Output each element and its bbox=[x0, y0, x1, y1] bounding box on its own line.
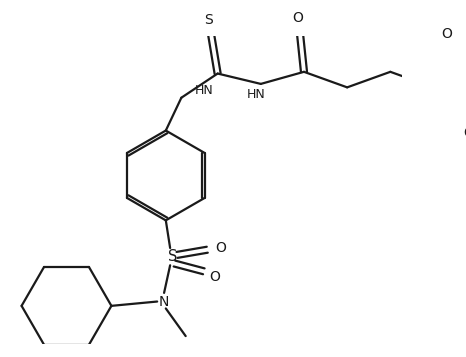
Text: O: O bbox=[293, 11, 303, 25]
Text: S: S bbox=[204, 13, 212, 27]
Text: O: O bbox=[210, 270, 220, 285]
Text: S: S bbox=[168, 249, 178, 264]
Text: O: O bbox=[215, 241, 226, 255]
Text: N: N bbox=[159, 295, 169, 308]
Text: O: O bbox=[464, 126, 466, 140]
Text: O: O bbox=[441, 27, 452, 41]
Text: HN: HN bbox=[247, 88, 266, 101]
Text: HN: HN bbox=[195, 84, 214, 97]
